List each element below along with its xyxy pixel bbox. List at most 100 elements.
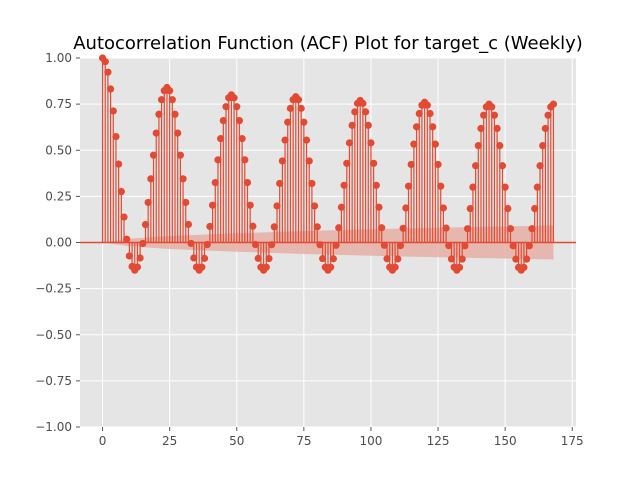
acf-point xyxy=(265,254,273,263)
acf-point xyxy=(372,181,380,189)
acf-point xyxy=(211,178,219,187)
acf-point xyxy=(316,241,324,249)
acf-point xyxy=(370,159,378,167)
acf-point xyxy=(241,156,249,164)
x-axis-ticks: 0 25 50 75 100 125 150 175 xyxy=(99,427,584,448)
y-tick-label: 0.00 xyxy=(45,236,72,250)
acf-point xyxy=(230,94,238,102)
acf-point xyxy=(442,224,450,232)
acf-point xyxy=(396,242,405,250)
acf-point xyxy=(544,111,552,119)
acf-point xyxy=(404,182,413,190)
acf-point xyxy=(171,110,179,118)
acf-point xyxy=(300,118,308,126)
acf-point xyxy=(423,101,431,109)
acf-point xyxy=(149,151,158,159)
acf-point xyxy=(147,175,155,183)
acf-point xyxy=(399,224,407,232)
acf-point xyxy=(361,108,370,116)
acf-point xyxy=(136,254,144,262)
acf-point xyxy=(531,204,539,213)
y-tick-label: 0.50 xyxy=(45,143,72,157)
acf-point xyxy=(329,255,337,263)
acf-point xyxy=(541,124,550,133)
acf-point xyxy=(445,242,453,250)
acf-point xyxy=(488,103,496,111)
acf-point xyxy=(528,225,536,233)
acf-point xyxy=(308,179,316,188)
acf-point xyxy=(139,239,147,248)
acf-point xyxy=(184,220,193,229)
acf-point xyxy=(458,255,466,263)
acf-point xyxy=(490,111,499,119)
acf-point xyxy=(144,198,152,207)
chart-title: Autocorrelation Function (ACF) Plot for … xyxy=(73,33,583,54)
y-tick-label: −0.75 xyxy=(35,374,72,388)
acf-point xyxy=(378,224,386,232)
acf-point xyxy=(254,254,262,262)
acf-point xyxy=(496,142,504,150)
acf-point xyxy=(394,255,402,263)
acf-point xyxy=(182,198,190,207)
acf-point xyxy=(166,87,174,95)
acf-point xyxy=(262,263,270,271)
acf-point xyxy=(276,179,284,188)
acf-point xyxy=(214,156,222,164)
acf-point xyxy=(246,201,254,209)
acf-point xyxy=(506,225,515,233)
acf-point xyxy=(187,239,195,248)
x-tick-label: 125 xyxy=(427,434,450,448)
acf-point xyxy=(141,221,150,229)
acf-point xyxy=(501,183,509,191)
acf-point xyxy=(343,159,351,167)
acf-point xyxy=(509,242,517,250)
acf-point xyxy=(348,121,356,129)
acf-point xyxy=(190,254,198,262)
acf-point xyxy=(286,104,295,112)
acf-point xyxy=(375,203,383,211)
y-tick-label: −0.50 xyxy=(35,328,72,342)
acf-point xyxy=(268,241,276,249)
x-tick-label: 100 xyxy=(359,434,382,448)
acf-point xyxy=(463,225,472,233)
acf-point xyxy=(504,204,512,213)
acf-point xyxy=(426,109,434,118)
acf-point xyxy=(523,255,531,263)
acf-point xyxy=(168,96,176,104)
acf-point xyxy=(539,142,547,150)
acf-point xyxy=(219,116,227,125)
acf-point xyxy=(340,181,348,189)
acf-point xyxy=(415,109,423,118)
acf-point xyxy=(238,135,246,143)
acf-point xyxy=(383,255,391,263)
acf-point xyxy=(429,123,437,131)
acf-point xyxy=(364,121,372,129)
acf-point xyxy=(112,132,120,141)
acf-point xyxy=(294,96,303,104)
acf-point xyxy=(410,140,418,148)
acf-point xyxy=(206,222,214,231)
acf-point xyxy=(281,136,289,144)
acf-point xyxy=(106,85,115,93)
acf-point xyxy=(391,263,399,271)
acf-point xyxy=(270,223,278,231)
acf-point xyxy=(117,187,125,196)
acf-point xyxy=(474,142,482,150)
acf-point xyxy=(480,111,488,119)
acf-point xyxy=(297,104,305,112)
acf-point xyxy=(359,99,367,107)
acf-point xyxy=(278,157,286,165)
acf-point xyxy=(439,204,448,212)
x-tick-label: 175 xyxy=(561,434,584,448)
acf-point xyxy=(380,241,388,249)
acf-point xyxy=(351,108,359,116)
acf-point xyxy=(233,103,241,111)
acf-point xyxy=(101,58,109,66)
x-tick-label: 50 xyxy=(229,434,244,448)
acf-point xyxy=(533,183,541,191)
acf-point xyxy=(367,139,375,147)
y-tick-label: 0.75 xyxy=(45,97,72,111)
x-tick-label: 25 xyxy=(162,434,177,448)
acf-point xyxy=(455,263,464,272)
